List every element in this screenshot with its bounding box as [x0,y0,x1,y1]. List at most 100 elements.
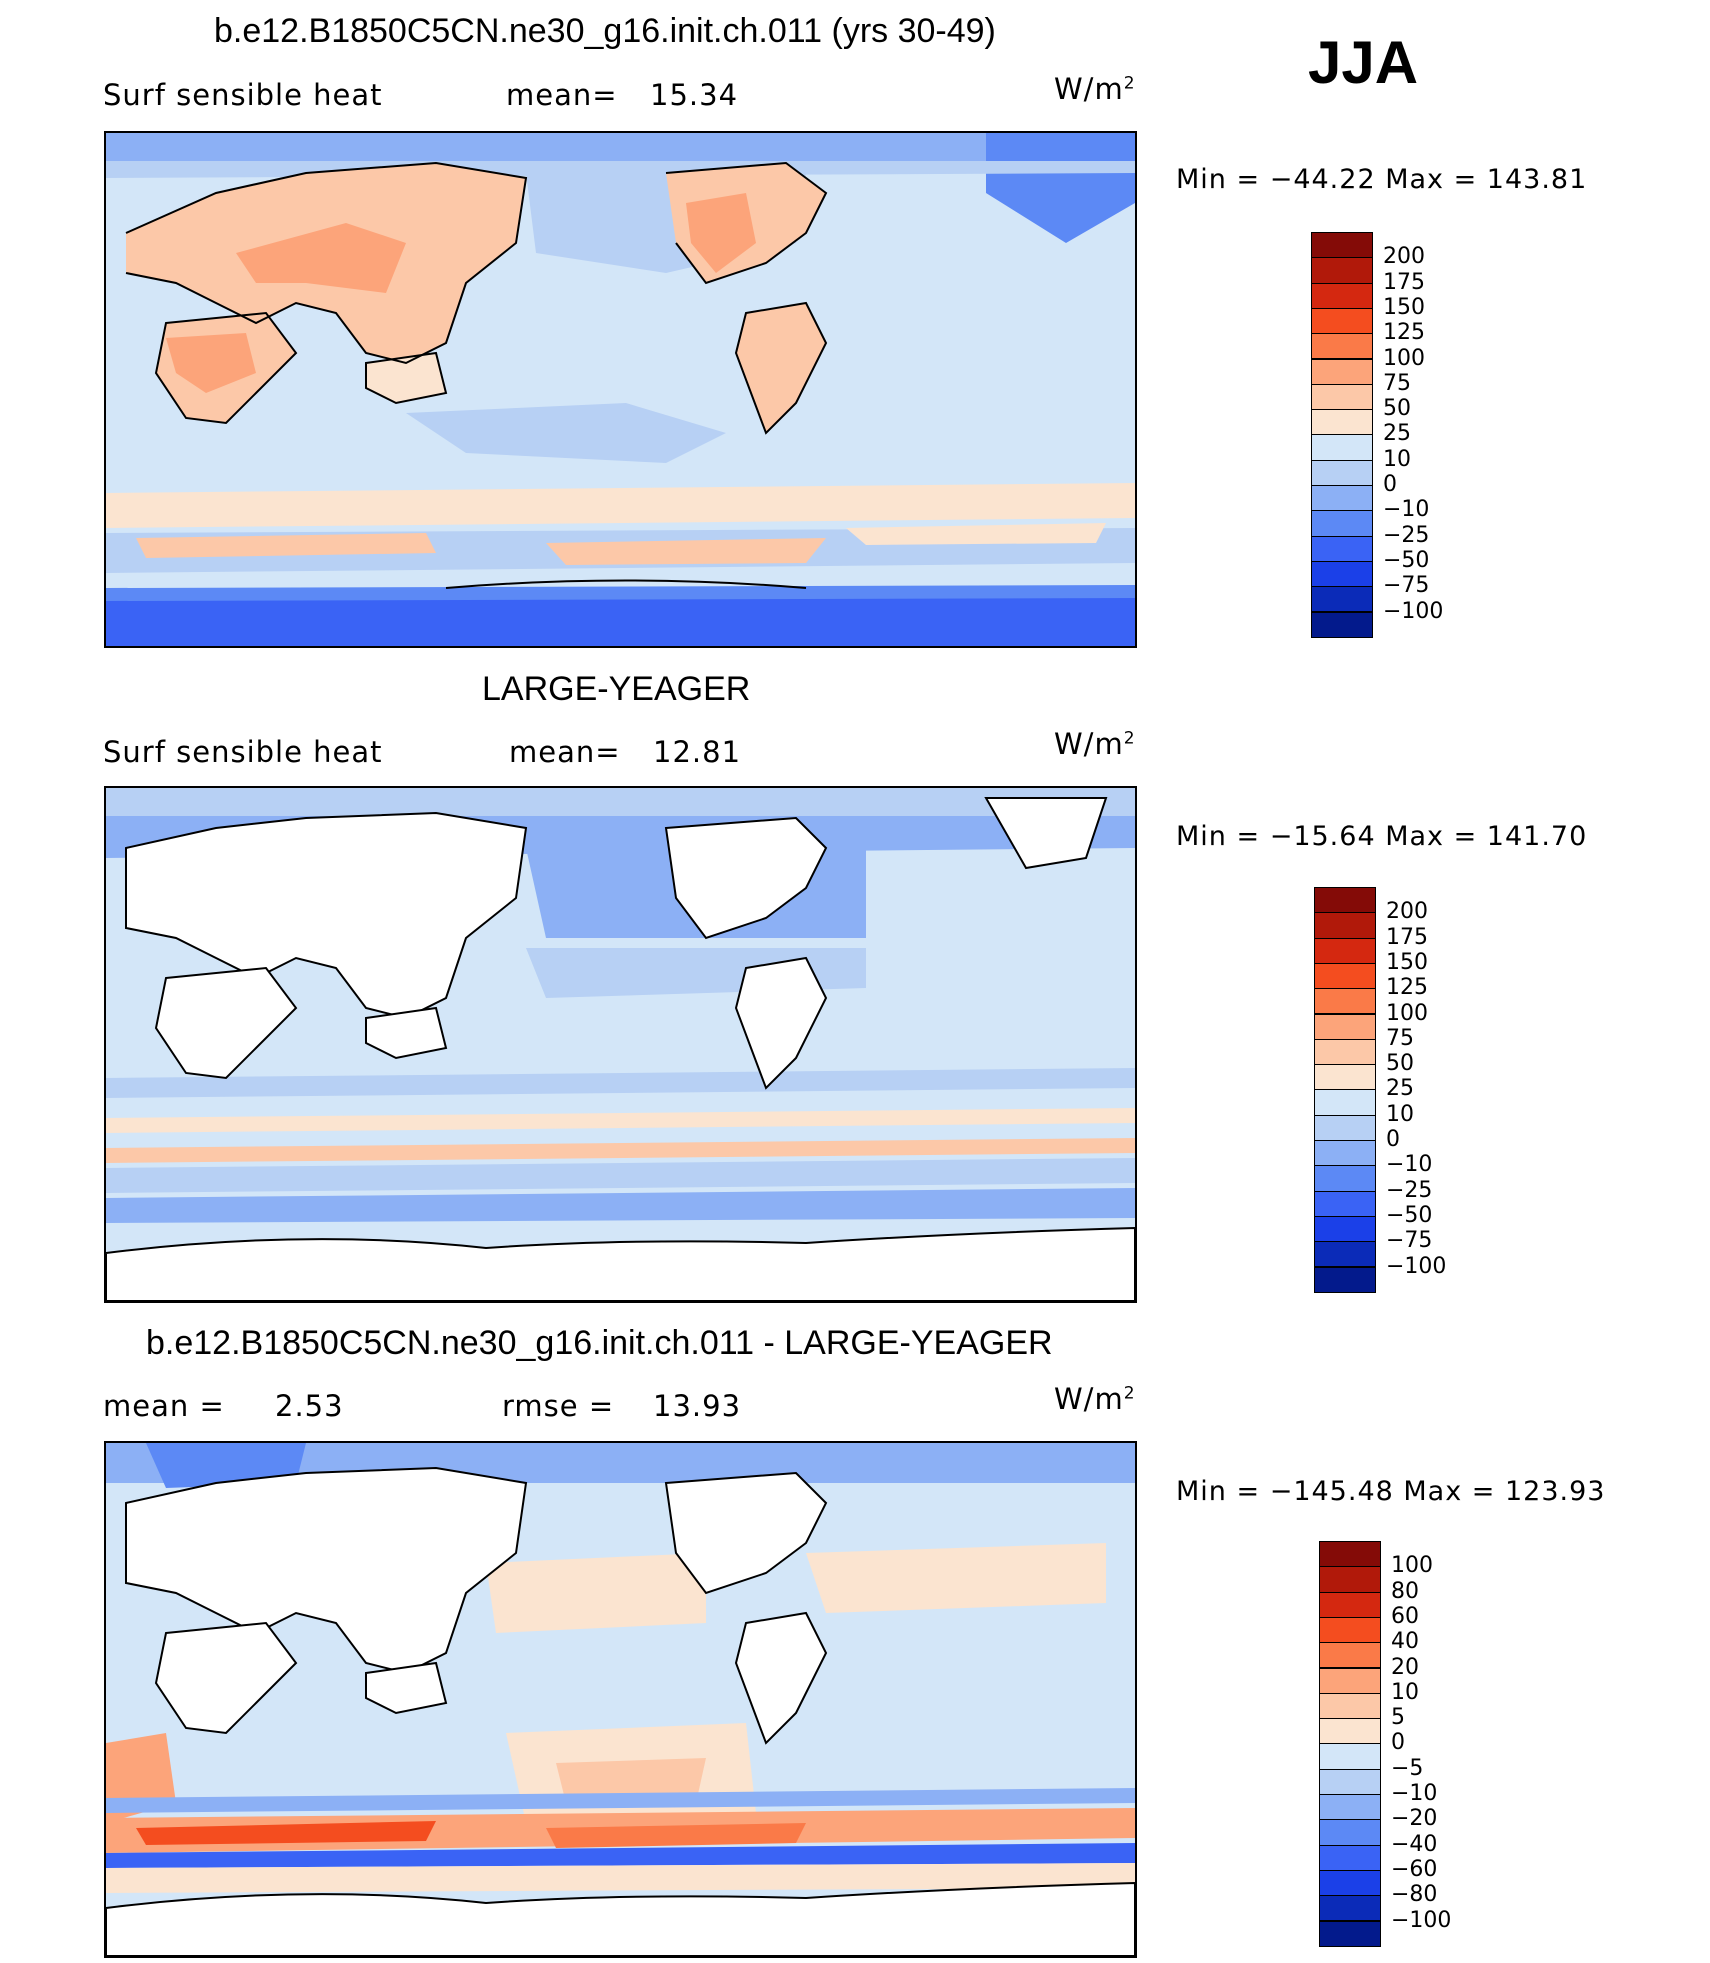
colorbar-tick-label: 150 [1383,294,1425,320]
colorbar-swatch [1319,1591,1381,1618]
colorbar-tick-label: 5 [1391,1705,1405,1731]
colorbar-swatch [1314,912,1376,939]
colorbar-swatch [1314,937,1376,964]
colorbar-tick-label: 50 [1386,1051,1414,1077]
colorbar-swatch [1319,1616,1381,1644]
colorbar-swatch [1311,510,1373,537]
colorbar-swatch [1319,1920,1381,1947]
panel-2-units: W/m2 [1054,727,1136,761]
colorbar-tick-label: 50 [1383,396,1411,422]
panel-3-map [104,1441,1137,1958]
colorbar-swatch [1319,1718,1381,1745]
colorbar-swatch [1311,409,1373,436]
colorbar-tick-label: −5 [1391,1755,1424,1781]
colorbar-tick-label: 10 [1386,1101,1414,1127]
colorbar-tick-label: 10 [1383,446,1411,472]
colorbar-swatch [1311,257,1373,284]
colorbar-tick-label: 25 [1386,1076,1414,1102]
colorbar-tick-label: −20 [1391,1806,1438,1832]
panel-2-mean-value: 12.81 [653,735,742,769]
colorbar-tick-label: 75 [1383,370,1411,396]
panel-3-map-svg [106,1443,1135,1956]
colorbar-swatch [1319,1667,1381,1694]
colorbar-swatch [1311,358,1373,385]
colorbar-tick-label: −100 [1386,1253,1447,1279]
colorbar-swatch [1311,282,1373,309]
colorbar-tick-label: −100 [1383,598,1444,624]
colorbar-tick-label: 125 [1383,320,1425,346]
colorbar-tick-label: −50 [1386,1202,1433,1228]
colorbar-tick-label: −50 [1383,547,1430,573]
colorbar-tick-label: −25 [1386,1177,1433,1203]
colorbar-swatch [1319,1794,1381,1821]
panel-1-variable: Surf sensible heat [103,78,383,112]
colorbar-tick-label: 25 [1383,421,1411,447]
colorbar-swatch [1319,1743,1381,1770]
colorbar-swatch [1311,383,1373,411]
panel-2-colorbar: 200 175 150 125 100 75 50 25 10 0 −10 −25 −50 −75 −100 [1314,887,1464,1293]
panel-3-mean-label: mean = [103,1389,225,1423]
panel-3-mean-value: 2.53 [275,1389,344,1423]
colorbar-tick-label: 0 [1386,1127,1400,1152]
colorbar-swatch [1314,1140,1376,1167]
colorbar-tick-label: 40 [1391,1629,1419,1655]
colorbar-tick-label: −10 [1386,1152,1433,1178]
panel-1-colorbar: 200 175 150 125 100 75 50 25 10 0 −10 −25 −50 −75 −100 [1311,232,1461,638]
panel-1-mean-value: 15.34 [650,78,739,112]
colorbar-swatch [1314,1013,1376,1040]
colorbar-swatch [1314,1190,1376,1217]
panel-1-units: W/m2 [1054,72,1136,106]
colorbar-swatch [1314,1089,1376,1116]
colorbar-swatch [1319,1819,1381,1846]
colorbar-swatch [1314,1241,1376,1268]
colorbar-tick-label: −80 [1391,1882,1438,1908]
colorbar-swatch [1311,560,1373,588]
panel-2-minmax: Min = −15.64 Max = 141.70 [1176,821,1588,852]
colorbar-swatch [1319,1642,1381,1669]
colorbar-swatch [1311,232,1373,259]
colorbar-swatch [1319,1895,1381,1922]
colorbar-swatch [1314,887,1376,914]
colorbar-swatch [1314,1215,1376,1243]
colorbar-swatch [1319,1566,1381,1593]
panel-3-minmax: Min = −145.48 Max = 123.93 [1176,1476,1606,1507]
panel-2-title: LARGE-YEAGER [482,670,751,708]
colorbar-tick-label: 75 [1386,1025,1414,1051]
panel-2-map-svg [106,788,1135,1301]
colorbar-tick-label: 200 [1383,244,1425,270]
panel-2-variable: Surf sensible heat [103,735,383,769]
colorbar-tick-label: 150 [1386,949,1428,975]
colorbar-tick-label: 100 [1383,345,1425,371]
colorbar-swatch [1311,485,1373,512]
colorbar-tick-label: 0 [1383,472,1397,497]
panel-3-colorbar: 100 80 60 40 20 10 5 0 −5 −10 −20 −40 −60 −80 −100 [1319,1541,1469,1947]
colorbar-tick-label: −25 [1383,522,1430,548]
colorbar-swatch [1311,459,1373,486]
panel-3-rmse-label: rmse = [502,1389,615,1423]
colorbar-tick-label: −10 [1383,497,1430,523]
colorbar-tick-label: 100 [1386,1000,1428,1026]
season-label: JJA [1308,29,1419,96]
colorbar-tick-label: 10 [1391,1679,1419,1705]
colorbar-swatch [1314,1038,1376,1066]
colorbar-swatch [1311,333,1373,360]
colorbar-tick-label: 200 [1386,899,1428,925]
colorbar-swatch [1319,1844,1381,1871]
colorbar-swatch [1314,1165,1376,1192]
panel-2-map [104,786,1137,1303]
colorbar-tick-label: −40 [1391,1831,1438,1857]
colorbar-swatch [1311,586,1373,613]
colorbar-swatch [1319,1768,1381,1795]
colorbar-tick-label: −75 [1383,573,1430,599]
colorbar-swatch [1311,611,1373,638]
colorbar-tick-label: 60 [1391,1603,1419,1629]
colorbar-swatch [1319,1869,1381,1897]
colorbar-tick-label: −75 [1386,1228,1433,1254]
colorbar-tick-label: −10 [1391,1781,1438,1806]
panel-1-map-svg [106,133,1135,646]
colorbar-tick-label: −60 [1391,1856,1438,1882]
colorbar-swatch [1311,434,1373,461]
panel-3-rmse-value: 13.93 [653,1389,742,1423]
colorbar-tick-label: −100 [1391,1907,1452,1933]
colorbar-tick-label: 100 [1391,1553,1433,1579]
